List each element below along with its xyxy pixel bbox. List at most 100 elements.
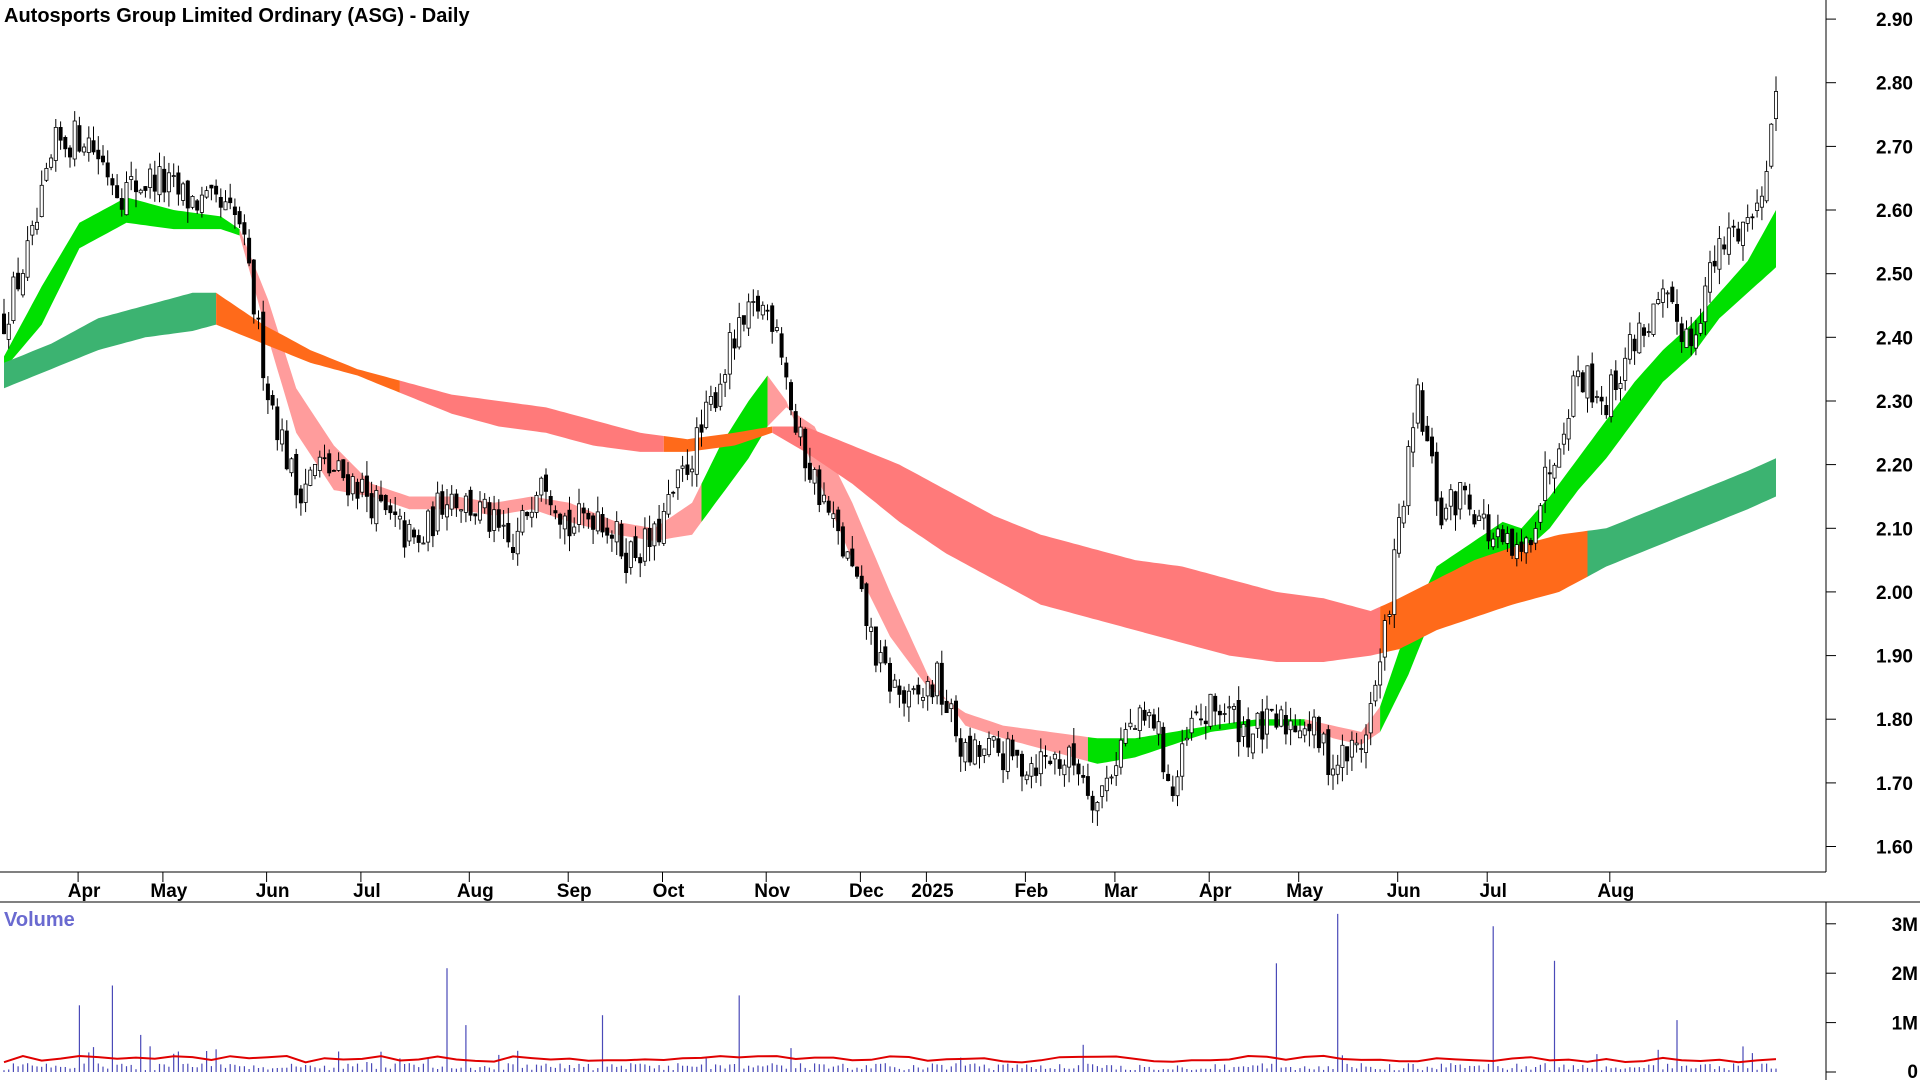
candle-body [1505, 533, 1510, 544]
candle-body [1406, 446, 1411, 507]
candle-body [487, 502, 492, 532]
candle-body [369, 493, 374, 519]
candle-body [1118, 739, 1123, 768]
candle-body [1227, 706, 1232, 709]
candle-body [232, 206, 237, 215]
candle-body [1491, 538, 1496, 548]
candle-body [1712, 260, 1717, 267]
candle-body [822, 494, 827, 503]
candle-body [1114, 765, 1119, 776]
candle-body [1067, 746, 1072, 768]
candle-body [1538, 505, 1543, 523]
candle-body [774, 327, 779, 331]
candle-body [1434, 451, 1439, 502]
candle-body [1151, 714, 1156, 729]
ribbon-band-1-segment-2 [399, 380, 664, 452]
candle-body [298, 488, 303, 504]
candle-body [378, 494, 383, 502]
ribbon-band-0-segment-6 [1380, 210, 1776, 732]
candle-body [44, 167, 49, 181]
candle-body [628, 541, 633, 568]
candle-body [364, 475, 369, 497]
candle-body [1265, 708, 1270, 735]
candle-body [1147, 712, 1152, 717]
candle-body [435, 492, 440, 532]
candle-body [624, 552, 629, 574]
candle-body [1741, 221, 1746, 246]
candle-body [176, 172, 181, 195]
chart-title: Autosports Group Limited Ordinary (ASG) … [4, 5, 470, 27]
candle-body [463, 495, 468, 513]
candle-body [96, 149, 101, 160]
candle-body [1632, 338, 1637, 352]
candle-body [1528, 540, 1533, 546]
candle-body [1274, 713, 1279, 728]
candle-body [609, 534, 614, 539]
candle-body [1420, 390, 1425, 432]
candle-body [421, 542, 426, 545]
candle-body [1679, 323, 1684, 342]
ribbon-bands [4, 197, 1776, 764]
candle-body [86, 137, 91, 153]
x-tick-label: May [1286, 881, 1323, 902]
candle-body [105, 162, 110, 178]
ribbon-band-1-segment-5 [1380, 530, 1588, 654]
candle-body [859, 575, 864, 590]
candle-body [1123, 729, 1128, 744]
candle-body [1430, 436, 1435, 457]
candle-body [1401, 505, 1406, 524]
candle-body [393, 511, 398, 515]
candle-body [850, 548, 855, 567]
candle-body [1246, 719, 1251, 748]
ribbon-band-1-segment-0 [4, 292, 217, 389]
candle-body [1260, 711, 1265, 740]
x-tick-label: Mar [1104, 881, 1138, 902]
candle-body [732, 338, 737, 349]
volume-label: Volume [4, 909, 75, 931]
candle-body [1340, 744, 1345, 768]
candle-body [661, 510, 666, 544]
candle-body [1331, 768, 1336, 776]
candle-body [1133, 728, 1138, 730]
volume-tick-label: 0 [1907, 1062, 1918, 1080]
candle-body [157, 166, 162, 196]
x-tick-label: Aug [457, 881, 494, 902]
candle-body [619, 523, 624, 557]
candle-body [657, 518, 662, 543]
candle-body [1500, 529, 1505, 543]
candle-body [1618, 383, 1623, 389]
candle-body [1283, 715, 1288, 735]
candle-body [1359, 748, 1364, 750]
candle-body [336, 460, 341, 471]
candle-body [1623, 357, 1628, 381]
ribbon-band-1-segment-6 [1587, 458, 1776, 577]
candle-body [237, 211, 242, 225]
candle-body [855, 566, 860, 577]
candle-body [1024, 774, 1029, 781]
volume-tick-label: 3M [1892, 915, 1918, 936]
candle-body [16, 272, 21, 290]
x-tick-label: Apr [68, 881, 101, 902]
candle-body [1392, 549, 1397, 615]
candle-body [1566, 417, 1571, 440]
candle-body [690, 468, 695, 473]
candle-body [916, 684, 921, 695]
candle-body [1166, 773, 1171, 781]
x-tick-label: Jun [1387, 881, 1421, 902]
candle-body [228, 197, 233, 204]
candle-body [388, 505, 393, 514]
candle-body [39, 184, 44, 218]
candle-body [119, 197, 124, 210]
candle-body [840, 526, 845, 557]
candle-body [987, 738, 992, 756]
candle-body [737, 317, 742, 348]
x-tick-label: Apr [1199, 881, 1232, 902]
candle-body [468, 489, 473, 516]
candle-body [1038, 751, 1043, 775]
candle-body [1241, 724, 1246, 737]
candle-body [1326, 729, 1331, 775]
candle-body [444, 504, 449, 518]
candle-body [1062, 764, 1067, 776]
candle-body [1547, 472, 1552, 475]
